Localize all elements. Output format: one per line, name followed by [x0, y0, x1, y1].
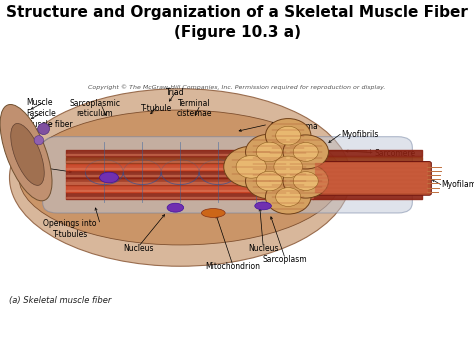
Text: Nucleus: Nucleus — [123, 244, 154, 253]
Text: Muscle fiber: Muscle fiber — [26, 120, 73, 130]
Text: Mitochondrion: Mitochondrion — [205, 262, 260, 272]
Ellipse shape — [0, 104, 52, 201]
Text: Copyright © The McGraw-Hill Companies, Inc. Permission required for reproduction: Copyright © The McGraw-Hill Companies, I… — [88, 84, 386, 90]
Text: Openings into
T-tubules: Openings into T-tubules — [44, 219, 97, 239]
Text: Nucleus: Nucleus — [13, 162, 44, 171]
Circle shape — [246, 134, 293, 170]
Ellipse shape — [255, 202, 272, 210]
Text: Triad: Triad — [166, 88, 185, 97]
Ellipse shape — [19, 110, 341, 245]
Text: Myofibrils: Myofibrils — [341, 130, 379, 139]
Circle shape — [293, 172, 318, 190]
Text: Sarcoplasm: Sarcoplasm — [262, 255, 307, 264]
Ellipse shape — [100, 172, 118, 183]
Ellipse shape — [37, 123, 49, 135]
Ellipse shape — [9, 89, 351, 266]
Ellipse shape — [201, 208, 225, 217]
Text: Sarcoplasmic
reticulum: Sarcoplasmic reticulum — [69, 99, 120, 118]
FancyBboxPatch shape — [43, 137, 412, 213]
Text: Myofilaments: Myofilaments — [441, 180, 474, 189]
Circle shape — [265, 180, 311, 214]
Circle shape — [276, 126, 301, 145]
Circle shape — [265, 119, 311, 153]
Circle shape — [283, 135, 328, 169]
Text: (a) Skeletal muscle fiber: (a) Skeletal muscle fiber — [9, 296, 112, 305]
Text: Fascicle: Fascicle — [26, 109, 56, 118]
Circle shape — [246, 163, 293, 199]
Circle shape — [256, 142, 282, 162]
Circle shape — [236, 155, 266, 178]
Circle shape — [224, 146, 279, 187]
Text: Sarcomere: Sarcomere — [374, 149, 416, 158]
Ellipse shape — [34, 136, 44, 145]
Circle shape — [283, 164, 328, 198]
Text: Nucleus: Nucleus — [248, 244, 278, 253]
Text: Muscle: Muscle — [26, 98, 53, 108]
Circle shape — [276, 188, 301, 206]
Ellipse shape — [167, 203, 183, 212]
Ellipse shape — [11, 124, 44, 185]
Text: Terminal
cisternae: Terminal cisternae — [177, 99, 212, 118]
Circle shape — [256, 171, 282, 191]
FancyBboxPatch shape — [310, 162, 431, 195]
Circle shape — [262, 147, 314, 186]
Circle shape — [274, 156, 302, 178]
Text: Structure and Organization of a Skeletal Muscle Fiber
(Figure 10.3 a): Structure and Organization of a Skeletal… — [6, 5, 468, 39]
Text: T-tubule: T-tubule — [141, 104, 172, 113]
Text: Sarcolemma: Sarcolemma — [270, 121, 318, 131]
Circle shape — [293, 143, 318, 161]
